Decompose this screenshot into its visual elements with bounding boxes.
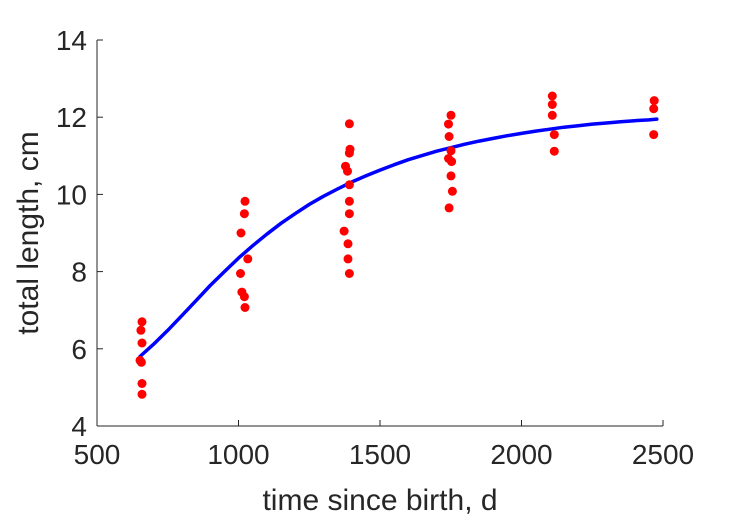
data-point <box>444 119 453 129</box>
data-point <box>236 269 245 278</box>
data-point <box>344 148 354 158</box>
data-point <box>444 132 454 141</box>
data-point <box>344 196 354 206</box>
y-tick-label: 8 <box>71 257 87 288</box>
data-point <box>236 228 246 238</box>
x-tick-label: 1500 <box>349 439 411 470</box>
data-point <box>649 104 659 114</box>
data-point <box>549 130 559 140</box>
data-point <box>344 119 354 129</box>
x-tick-label: 500 <box>74 439 121 470</box>
y-tick-label: 12 <box>56 102 87 133</box>
fitted-curve <box>138 117 659 359</box>
data-point <box>136 325 146 335</box>
y-tick-label: 14 <box>56 25 87 56</box>
x-tick-label: 2000 <box>490 439 552 470</box>
data-point <box>243 254 253 264</box>
data-point <box>446 171 456 181</box>
y-axis-label: total length, cm <box>12 131 45 334</box>
data-point <box>447 186 457 196</box>
data-point <box>239 292 249 302</box>
data-point <box>239 209 249 219</box>
data-point <box>649 130 659 140</box>
x-axis-label: time since birth, d <box>262 484 497 517</box>
data-point <box>137 389 147 399</box>
data-point <box>547 100 557 109</box>
data-point <box>344 180 354 190</box>
data-marks <box>135 91 659 399</box>
y-ticks: 4 6 8 10 12 14 <box>56 25 103 442</box>
plot-area: 500 1000 1500 2000 2500 4 6 8 10 12 14 <box>56 25 694 470</box>
x-tick-label: 1000 <box>207 439 269 470</box>
data-point <box>444 203 454 213</box>
data-point <box>137 338 147 348</box>
data-point <box>446 110 456 120</box>
data-point <box>344 209 354 219</box>
data-point <box>649 96 659 106</box>
data-point <box>343 239 353 249</box>
y-tick-label: 6 <box>71 334 87 365</box>
data-point <box>240 196 250 206</box>
data-point <box>549 146 559 156</box>
data-point <box>547 110 557 120</box>
y-tick-label: 4 <box>71 411 87 442</box>
x-tick-label: 2500 <box>632 439 694 470</box>
data-point <box>447 157 457 167</box>
data-point <box>343 254 353 264</box>
y-tick-label: 10 <box>56 179 87 210</box>
data-point <box>339 226 349 236</box>
data-point <box>446 146 456 156</box>
data-point <box>240 303 250 312</box>
data-point <box>136 357 146 367</box>
data-point <box>137 317 147 327</box>
x-ticks: 500 1000 1500 2000 2500 <box>74 420 694 470</box>
data-point <box>547 91 557 101</box>
data-point <box>343 166 352 176</box>
data-point <box>344 269 354 278</box>
data-point <box>137 379 147 388</box>
